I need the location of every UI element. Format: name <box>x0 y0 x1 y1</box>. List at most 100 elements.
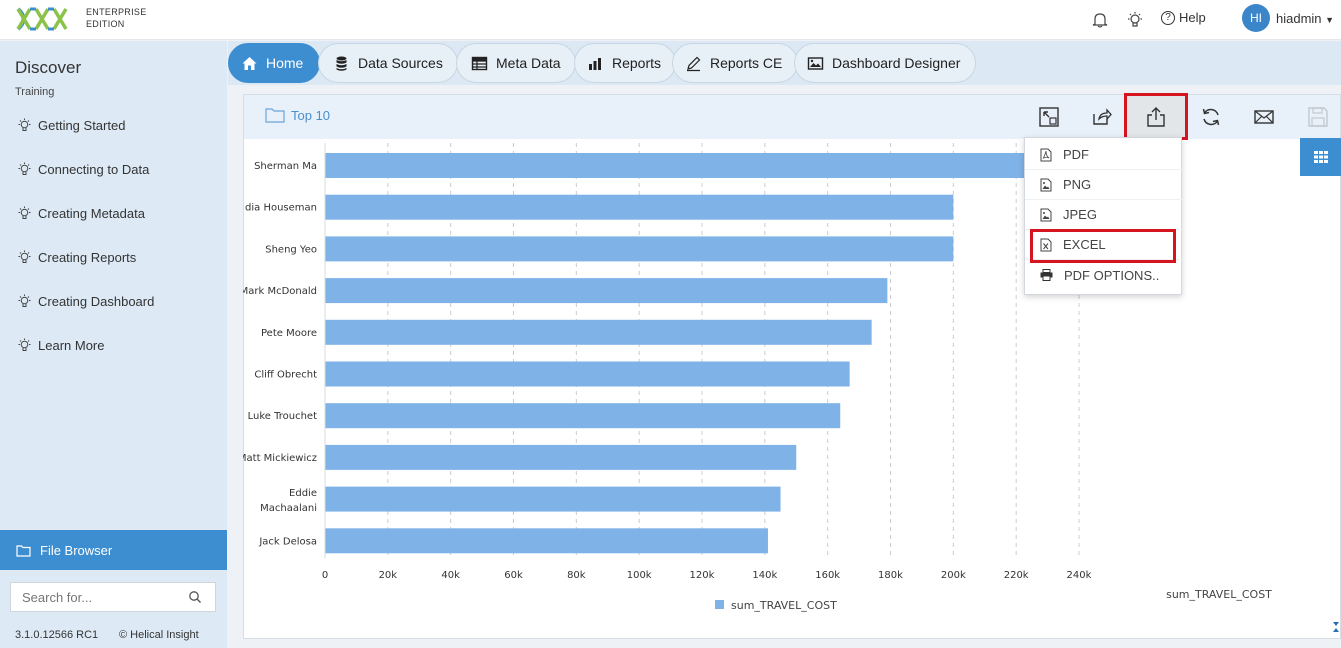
bulb-icon <box>18 206 31 219</box>
bulb-icon <box>18 338 31 351</box>
bar <box>325 194 954 220</box>
sidebar-item-label: Connecting to Data <box>38 162 150 177</box>
x-tick-label: 140k <box>752 570 777 581</box>
grid-icon <box>1313 151 1328 163</box>
report-folder-title[interactable]: Top 10 <box>265 107 330 123</box>
sidebar-item-creating-reports[interactable]: Creating Reports <box>17 250 136 265</box>
bar <box>325 528 768 554</box>
sidebar-title: Discover <box>15 58 82 77</box>
user-menu[interactable]: hiadmin ▼ <box>1276 11 1334 26</box>
x-tick-label: 200k <box>941 570 966 581</box>
bulb-icon <box>18 294 31 307</box>
help-link[interactable]: ? Help <box>1161 10 1206 25</box>
helical-insight-logo[interactable] <box>14 4 74 34</box>
tab-reports[interactable]: Reports <box>574 43 676 83</box>
category-label: Sheng Yeo <box>265 244 317 255</box>
option-label: PNG <box>1063 177 1092 192</box>
help-label: Help <box>1179 10 1206 25</box>
image-file-icon <box>1040 208 1052 221</box>
category-label: dia Houseman <box>245 203 317 214</box>
sidebar-item-learn-more[interactable]: Learn More <box>17 338 104 353</box>
bar <box>325 444 797 470</box>
search-input[interactable] <box>10 582 216 612</box>
bulb-icon[interactable] <box>1124 9 1146 31</box>
table-icon <box>471 56 488 70</box>
bar <box>325 153 1045 178</box>
sidebar: Discover Training Getting Started Connec… <box>0 41 227 648</box>
x-tick-label: 80k <box>567 570 586 581</box>
tab-data-sources[interactable]: Data Sources <box>318 43 458 83</box>
mail-icon[interactable] <box>1252 105 1276 129</box>
bulb-icon <box>18 118 31 131</box>
database-icon <box>336 56 347 71</box>
x-tick-label: 120k <box>690 570 715 581</box>
bar <box>325 403 841 429</box>
file-browser-button[interactable]: File Browser <box>0 530 227 570</box>
pdf-icon <box>1040 148 1052 161</box>
export-pdf-options[interactable]: PDF OPTIONS.. <box>1025 260 1183 290</box>
grid-menu-button[interactable] <box>1300 138 1341 176</box>
caret-down-icon: ▼ <box>1325 15 1335 25</box>
sidebar-item-label: Getting Started <box>38 118 126 133</box>
category-label: Jack Delosa <box>258 536 317 547</box>
folder-icon <box>16 544 31 557</box>
edition-line-2: EDITION <box>86 19 125 29</box>
sidebar-item-connecting-to-data[interactable]: Connecting to Data <box>17 162 149 177</box>
tab-dashboard-designer[interactable]: Dashboard Designer <box>794 43 976 83</box>
top-header: ENTERPRISE EDITION ? Help HI hiadmin ▼ <box>0 0 1341 40</box>
search-icon[interactable] <box>188 590 202 604</box>
sidebar-item-creating-dashboard[interactable]: Creating Dashboard <box>17 294 154 309</box>
image-icon <box>807 56 824 70</box>
share-icon[interactable] <box>1090 105 1114 129</box>
export-jpeg-option[interactable]: JPEG <box>1025 200 1183 230</box>
excel-icon <box>1040 238 1052 251</box>
collapse-arrow-icon[interactable] <box>1333 620 1341 634</box>
bulb-icon <box>18 162 31 175</box>
tab-label: Reports <box>612 55 662 71</box>
save-icon[interactable] <box>1306 105 1330 129</box>
image-file-icon <box>1040 178 1052 191</box>
category-label: Sherman Ma <box>254 161 317 172</box>
resize-icon[interactable] <box>1037 105 1061 129</box>
folder-title-label: Top 10 <box>291 107 331 123</box>
category-label: Cliff Obrecht <box>254 370 317 381</box>
printer-icon <box>1040 269 1053 281</box>
tab-label: Reports CE <box>710 55 783 71</box>
category-label: Pete Moore <box>261 328 317 339</box>
export-excel-option[interactable]: EXCEL <box>1025 230 1183 260</box>
export-dropdown: PDF PNG JPEG EXCEL PDF OPTIONS.. <box>1024 137 1183 295</box>
option-label: PDF OPTIONS.. <box>1064 267 1160 283</box>
tab-home[interactable]: Home <box>228 43 320 83</box>
bar <box>325 278 888 304</box>
x-tick-label: 0 <box>322 570 328 581</box>
travel-cost-bar-chart: Sherman Ma dia Houseman Sheng Yeo Mark McDo… <box>243 143 1272 612</box>
tab-meta-data[interactable]: Meta Data <box>456 43 576 83</box>
category-label: Mark McDonald <box>243 286 317 297</box>
tab-reports-ce[interactable]: Reports CE <box>672 43 798 83</box>
option-label: JPEG <box>1063 207 1097 222</box>
excel-highlight-box <box>1030 229 1176 263</box>
sidebar-subtitle: Training <box>15 86 55 98</box>
category-label: Eddie Machaalani <box>260 488 317 514</box>
x-tick-label: 160k <box>815 570 840 581</box>
export-icon[interactable] <box>1144 105 1168 129</box>
pencil-icon <box>687 56 701 71</box>
tab-label: Dashboard Designer <box>832 55 961 71</box>
home-icon <box>242 56 257 70</box>
option-label: EXCEL <box>1063 237 1106 252</box>
refresh-icon[interactable] <box>1199 105 1223 129</box>
x-tick-label: 20k <box>379 570 398 581</box>
export-png-option[interactable]: PNG <box>1025 170 1183 200</box>
file-browser-label: File Browser <box>40 542 113 558</box>
export-pdf-option[interactable]: PDF <box>1025 140 1183 170</box>
sidebar-item-getting-started[interactable]: Getting Started <box>17 118 125 133</box>
tab-label: Home <box>266 55 304 71</box>
sidebar-item-creating-metadata[interactable]: Creating Metadata <box>17 206 145 221</box>
help-icon: ? <box>1161 10 1175 25</box>
bar <box>325 361 850 387</box>
sidebar-item-label: Learn More <box>38 338 105 353</box>
bell-icon[interactable] <box>1089 9 1111 31</box>
avatar[interactable]: HI <box>1242 4 1270 32</box>
x-tick-label: 240k <box>1067 570 1092 581</box>
option-label: PDF <box>1063 147 1089 162</box>
